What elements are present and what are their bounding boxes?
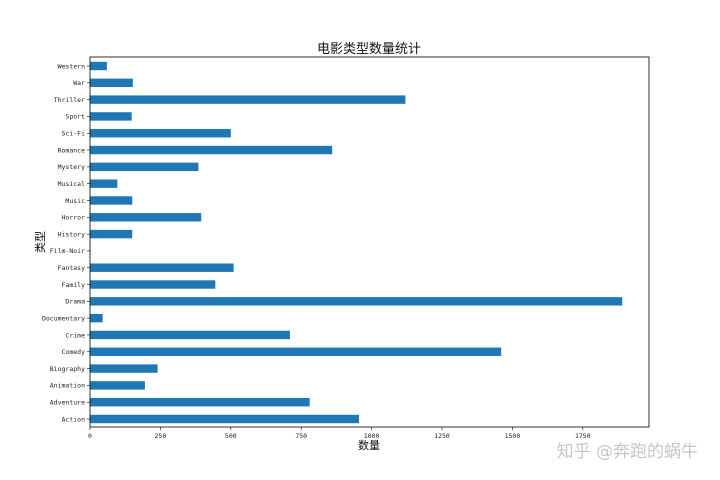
watermark: 知乎 @奔跑的蜗牛 [556,442,698,462]
bar-biography [90,364,158,373]
y-tick-label: Western [58,62,85,70]
x-tick-label: 1000 [364,432,380,440]
bar-family [90,280,216,289]
y-tick-label: Film-Noir [50,247,85,255]
bar-history [90,229,133,239]
bar-crime [90,330,290,340]
y-tick-label: Crime [65,331,85,339]
y-tick-label: Horror [62,214,86,222]
y-tick-label: Mystery [58,163,85,171]
bar-western [90,61,107,71]
bar-thriller [90,95,406,104]
x-axis-label: 数量 [358,439,380,452]
x-tick-label: 500 [225,432,237,440]
chart-title: 电影类型数量统计 [317,42,421,57]
bar-sport [90,112,132,121]
bar-adventure [90,397,310,407]
y-tick-label: Music [65,197,85,205]
bar-romance [90,145,333,155]
y-tick-label: Biography [50,365,85,373]
y-axis-ticks: Action Adventure Animation Biography Comedy C… [42,62,90,423]
y-tick-label: Thriller [54,96,85,104]
x-tick-label: 750 [295,432,307,440]
x-axis-ticks: 0 250 500 750 1000 1250 1500 1750 [88,427,591,440]
y-tick-label: Drama [65,298,85,306]
bars-group [90,61,623,424]
y-tick-label: Animation [50,382,85,390]
x-tick-label: 250 [155,432,167,440]
y-tick-label: Family [62,281,86,289]
bar-musical [90,179,118,188]
y-tick-label: Sci-Fi [62,130,86,138]
bar-music [90,196,133,205]
y-tick-label: Comedy [62,348,86,356]
plot-frame [89,56,650,428]
bar-war [90,78,133,88]
bar-animation [90,381,145,390]
bar-documentary [90,313,103,323]
bar-action [90,414,359,424]
y-tick-label: Sport [65,113,85,121]
y-tick-label: Documentary [42,314,85,322]
bar-fantasy [90,263,234,272]
y-tick-label: Action [62,415,86,423]
y-tick-label: Romance [58,146,85,154]
bar-horror [90,213,202,222]
bar-sci-fi [90,129,231,138]
x-tick-label: 1250 [434,432,450,440]
bar-comedy [90,347,502,356]
x-tick-label: 0 [88,432,92,440]
bar-drama [90,297,623,306]
x-tick-label: 1750 [575,432,591,440]
bar-mystery [90,162,199,172]
y-tick-label: Adventure [50,398,85,406]
y-tick-label: War [73,79,85,87]
y-axis-label: 类型 [33,231,47,253]
y-tick-label: History [58,230,85,238]
y-tick-label: Musical [58,180,85,188]
x-tick-label: 1500 [505,432,521,440]
y-tick-label: Fantasy [58,264,85,272]
